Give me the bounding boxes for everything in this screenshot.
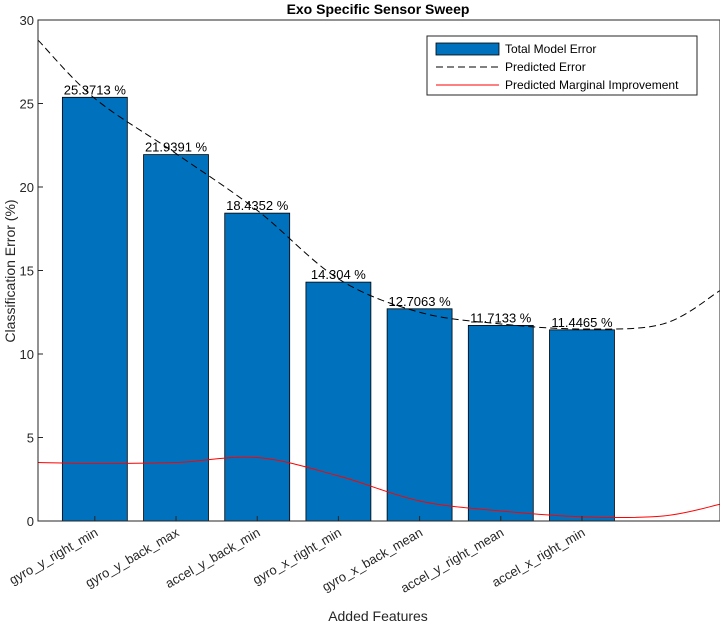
bar-gyro_x_right_min xyxy=(305,281,372,522)
data-label: 25.3713 % xyxy=(64,82,127,97)
data-label: 21.9391 % xyxy=(145,140,208,155)
bar-gyro_x_back_mean xyxy=(386,308,453,522)
data-label: 11.4465 % xyxy=(551,315,613,330)
y-axis-label: Classification Error (%) xyxy=(2,199,18,342)
y-tick-label: 0 xyxy=(27,514,34,529)
x-axis-label: Added Features xyxy=(328,608,428,624)
chart-title: Exo Specific Sensor Sweep xyxy=(287,1,470,17)
legend-entry: Predicted Marginal Improvement xyxy=(505,78,679,92)
bar-accel_y_back_min xyxy=(224,212,291,522)
legend-entry: Predicted Error xyxy=(505,60,586,74)
bar-accel_y_right_mean xyxy=(467,324,534,522)
data-label: 12.7063 % xyxy=(389,294,452,309)
data-label: 14.304 % xyxy=(311,267,366,282)
series-lines xyxy=(37,39,720,519)
predicted-marginal-improvement-line xyxy=(37,456,720,519)
bar-gyro_y_back_max xyxy=(143,154,209,522)
y-tick-label: 5 xyxy=(27,431,34,446)
y-tick-label: 25 xyxy=(20,97,34,112)
y-tick-label: 30 xyxy=(20,13,34,28)
legend-entry: Total Model Error xyxy=(505,42,596,56)
data-label: 11.7133 % xyxy=(470,310,532,325)
legend-swatch-bar xyxy=(435,42,500,56)
bar-accel_x_right_min xyxy=(549,329,615,522)
bars xyxy=(61,96,615,522)
y-tick-label: 20 xyxy=(20,180,34,195)
y-tick-label: 15 xyxy=(20,264,34,279)
y-tick-label: 10 xyxy=(20,347,34,362)
legend: Total Model Error Predicted Error Predicte… xyxy=(426,35,698,96)
data-labels: 25.3713 % 21.9391 % 18.4352 % 14.304 % 12.70… xyxy=(64,82,613,330)
predicted-error-line xyxy=(37,39,720,330)
data-label: 18.4352 % xyxy=(226,198,289,213)
bar-gyro_y_right_min xyxy=(61,96,128,522)
